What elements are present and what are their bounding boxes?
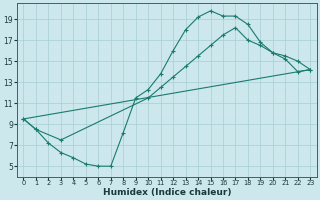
X-axis label: Humidex (Indice chaleur): Humidex (Indice chaleur): [103, 188, 231, 197]
